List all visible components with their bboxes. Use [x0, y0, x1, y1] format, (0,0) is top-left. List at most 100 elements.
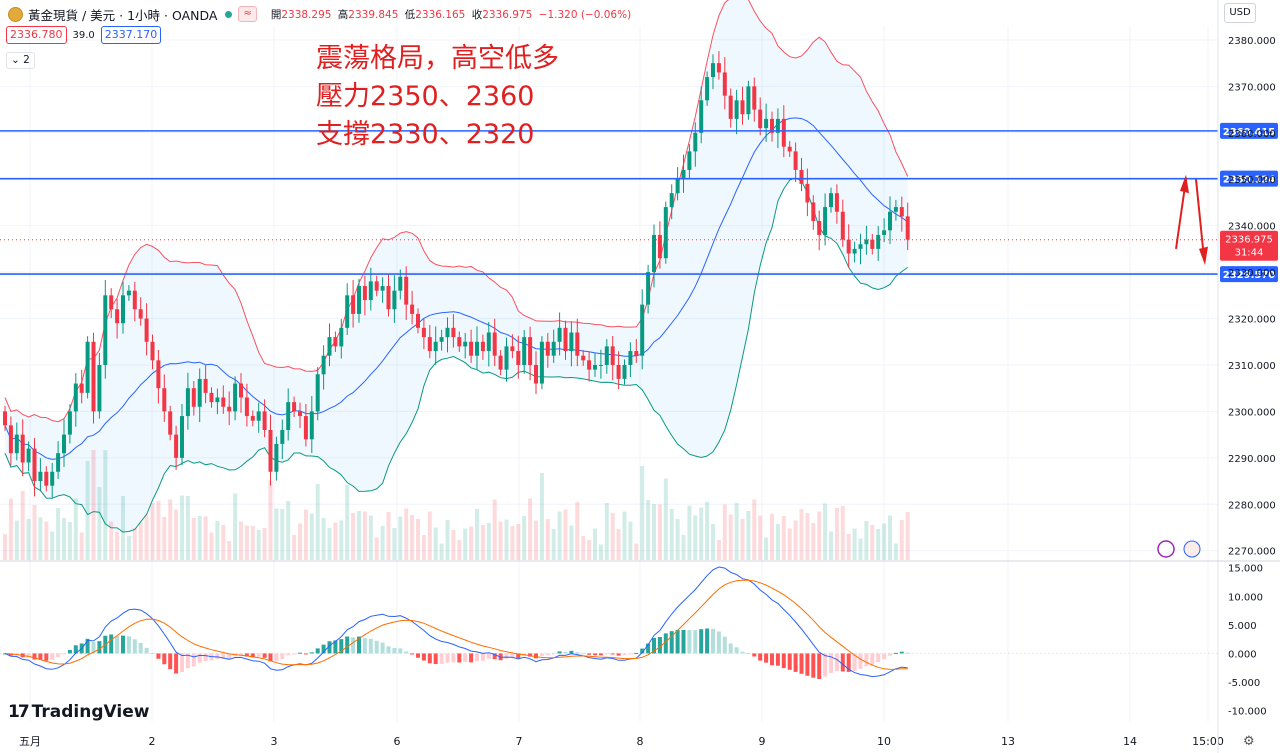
volume-bar — [534, 520, 538, 560]
candle-body — [628, 351, 633, 365]
candle-body — [144, 318, 149, 342]
volume-bar — [811, 523, 816, 560]
volume-bar — [410, 515, 415, 560]
macd-histogram-bar — [191, 653, 196, 667]
candle-body — [274, 443, 279, 472]
candle-body — [244, 397, 249, 417]
macd-histogram-bar — [374, 640, 379, 654]
macd-histogram-bar — [516, 653, 521, 659]
candle-body — [740, 100, 745, 115]
macd-histogram-bar — [888, 653, 892, 656]
volume-bar — [522, 516, 527, 560]
macd-histogram-bar — [185, 653, 190, 669]
volume-bar — [551, 529, 556, 560]
volume-bar — [852, 528, 857, 560]
macd-histogram-bar — [26, 653, 31, 658]
candle-body — [73, 383, 78, 412]
candle-body — [150, 341, 155, 361]
volume-bar — [752, 499, 757, 560]
macd-histogram-bar — [380, 642, 385, 654]
candle-body — [292, 402, 297, 412]
sell-button[interactable]: 2336.780 — [6, 26, 67, 44]
indicators-toggle[interactable]: ⌄ 2 — [6, 52, 35, 69]
candle-body — [805, 183, 810, 203]
currency-button[interactable]: USD — [1224, 3, 1256, 23]
candle-body — [675, 179, 680, 194]
volume-bar — [115, 531, 120, 560]
volume-bar — [882, 523, 887, 560]
settings-gear-icon[interactable]: ⚙ — [1243, 734, 1255, 749]
macd-histogram-bar — [569, 650, 574, 654]
macd-histogram-bar — [463, 653, 468, 662]
volume-bar — [392, 528, 397, 560]
price-tick-label: 2330.000 — [1228, 268, 1276, 279]
candle-body — [421, 327, 426, 338]
volume-bar — [374, 537, 379, 560]
volume-bar — [398, 516, 403, 560]
candle-body — [256, 411, 261, 421]
candle-body — [687, 151, 692, 170]
candle-body — [693, 132, 698, 152]
volume-bar — [32, 505, 37, 560]
macd-line — [4, 566, 908, 678]
candle-body — [203, 378, 208, 393]
macd-histogram-bar — [575, 652, 580, 654]
candle-body — [846, 239, 851, 254]
symbol-title[interactable]: 黃金現貨 / 美元 · 1小時 · OANDA — [28, 7, 218, 23]
volume-bar — [62, 518, 66, 560]
tradingview-logo: 17 TradingView — [8, 702, 149, 722]
macd-histogram-bar — [699, 629, 704, 654]
candle-body — [433, 341, 438, 352]
macd-histogram-bar — [32, 653, 37, 660]
lightning-event-icon — [1157, 540, 1175, 558]
macd-histogram-bar — [634, 653, 639, 655]
volume-bar — [480, 525, 485, 560]
macd-histogram-bar — [539, 653, 544, 656]
chevron-down-icon: ⌄ — [11, 54, 20, 66]
macd-histogram-bar — [280, 653, 285, 660]
candle-body — [38, 471, 43, 482]
macd-histogram-bar — [138, 642, 143, 654]
macd-histogram-bar — [475, 653, 479, 662]
candle-body — [20, 434, 25, 463]
buy-button[interactable]: 2337.170 — [100, 26, 162, 44]
volume-bar — [775, 524, 780, 560]
macd-histogram-bar — [303, 653, 308, 655]
range-badge[interactable]: ≈ — [238, 6, 257, 22]
candle-body — [681, 169, 686, 180]
volume-bar — [150, 503, 155, 560]
volume-bar — [669, 509, 674, 560]
macd-histogram-bar — [427, 653, 432, 664]
volume-bar — [858, 538, 863, 560]
candle-body — [91, 341, 96, 412]
macd-histogram-bar — [728, 643, 733, 654]
macd-histogram-bar — [817, 653, 822, 680]
candle-body — [315, 374, 320, 412]
macd-histogram-bar — [351, 637, 356, 654]
price-tick-label: 2280.000 — [1228, 500, 1276, 511]
macd-histogram-bar — [404, 651, 409, 654]
volume-bar — [716, 540, 721, 560]
macd-histogram-bar — [168, 653, 173, 670]
candle-body — [445, 327, 450, 338]
volume-bar — [303, 509, 308, 560]
macd-histogram-bar — [339, 639, 344, 654]
macd-histogram-bar — [593, 653, 597, 656]
volume-bar — [787, 528, 792, 560]
candle-body — [463, 341, 468, 347]
candle-body — [303, 416, 308, 440]
candle-body — [416, 313, 420, 328]
volume-bar — [191, 518, 196, 560]
volume-bar — [3, 534, 7, 560]
candle-body — [62, 434, 66, 454]
volume-bar — [728, 514, 733, 560]
macd-histogram-bar — [557, 651, 562, 654]
macd-histogram-bar — [333, 640, 338, 654]
macd-histogram-bar — [97, 641, 102, 654]
macd-histogram-bar — [244, 653, 249, 657]
volume-bar — [162, 517, 167, 560]
volume-bar — [799, 509, 804, 560]
volume-bar — [687, 505, 692, 560]
candle-body — [32, 448, 37, 482]
